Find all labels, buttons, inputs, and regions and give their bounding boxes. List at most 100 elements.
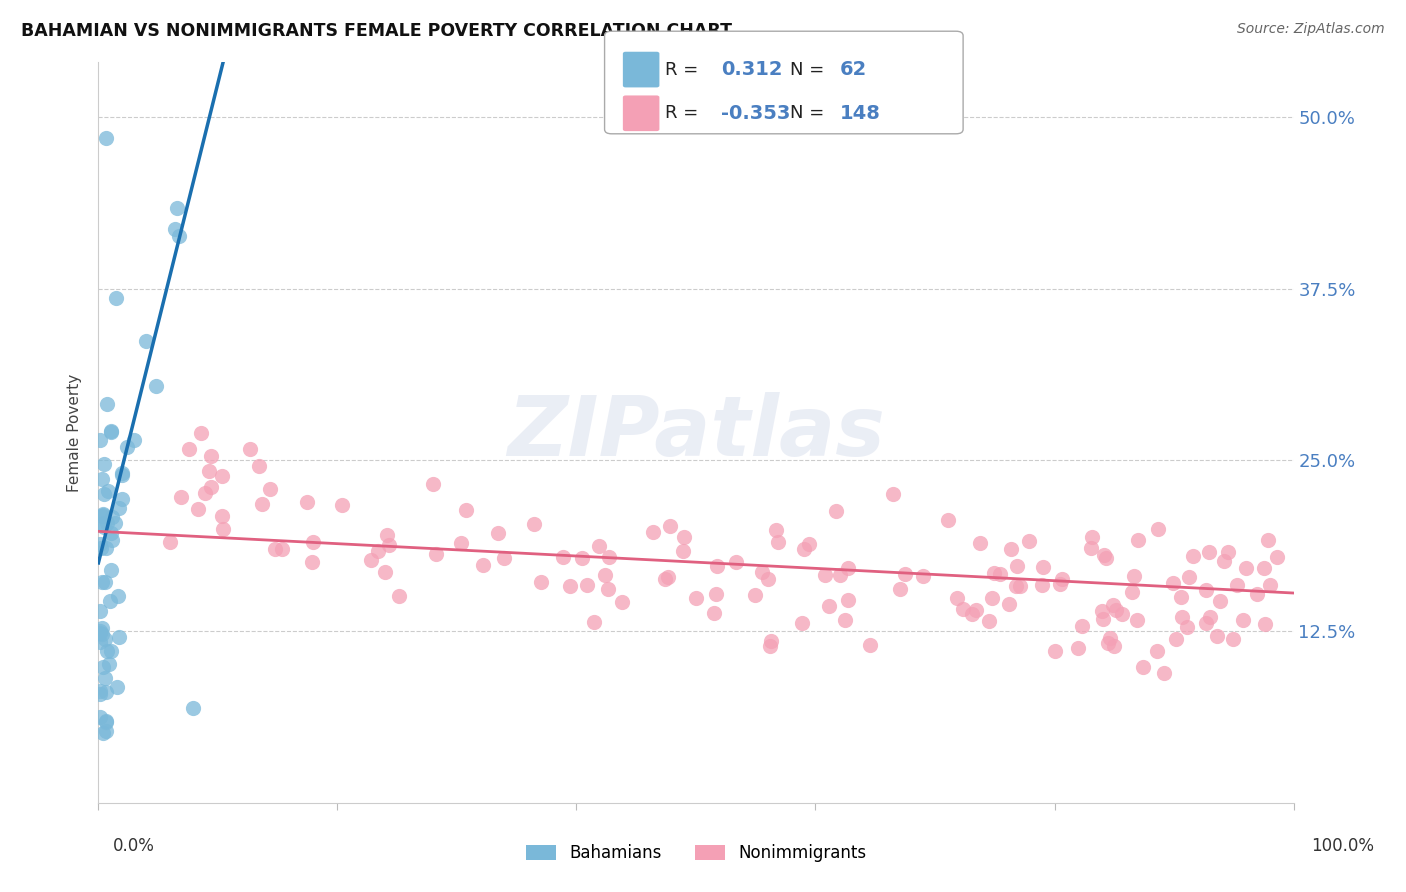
Point: [523, 517, 546, 532]
Point: [486, 525, 509, 540]
Point: [724, 555, 747, 569]
Point: [96, 714, 118, 729]
Point: [983, 566, 1005, 581]
Point: [425, 547, 447, 561]
Point: [1097, 636, 1119, 650]
Point: [93, 457, 115, 471]
Point: [571, 551, 593, 566]
Point: [200, 480, 222, 494]
Point: [837, 561, 859, 575]
Point: [1095, 551, 1118, 566]
Point: [264, 542, 287, 557]
Point: [96, 724, 118, 739]
Point: [94, 131, 117, 145]
Point: [97, 483, 120, 498]
Point: [1218, 545, 1240, 559]
Point: [97, 657, 120, 671]
Point: [93, 520, 115, 534]
Point: [1258, 578, 1281, 592]
Point: [1257, 533, 1279, 548]
Point: [1102, 599, 1125, 613]
Point: [1175, 620, 1198, 634]
Point: [612, 595, 634, 609]
Point: [1121, 584, 1143, 599]
Point: [111, 467, 134, 482]
Point: [1246, 587, 1268, 601]
Point: [1111, 607, 1133, 622]
Point: [1153, 665, 1175, 680]
Point: [1050, 572, 1073, 586]
Point: [89, 433, 111, 447]
Point: [793, 541, 815, 556]
Point: [89, 683, 111, 698]
Point: [530, 574, 553, 589]
Point: [837, 593, 859, 607]
Point: [108, 631, 131, 645]
Point: [766, 534, 789, 549]
Text: N =: N =: [790, 104, 830, 122]
Point: [100, 526, 122, 541]
Point: [100, 644, 122, 658]
Point: [212, 522, 235, 536]
Point: [834, 613, 856, 627]
Point: [115, 440, 138, 454]
Point: [979, 614, 1001, 628]
Point: [105, 681, 128, 695]
Point: [108, 500, 131, 515]
Point: [1195, 582, 1218, 597]
Point: [170, 490, 193, 504]
Point: [1122, 568, 1144, 582]
Point: [704, 586, 727, 600]
Point: [472, 558, 495, 573]
Point: [367, 544, 389, 558]
Text: 62: 62: [839, 60, 866, 79]
Point: [1222, 632, 1244, 647]
Point: [89, 626, 111, 640]
Point: [89, 537, 111, 551]
Point: [1232, 613, 1254, 627]
Point: [270, 542, 292, 557]
Point: [198, 464, 221, 478]
Point: [177, 442, 200, 456]
Point: [94, 714, 117, 729]
Point: [301, 555, 323, 569]
Point: [1164, 632, 1187, 646]
Point: [1005, 559, 1028, 574]
Point: [96, 397, 118, 411]
Point: [1254, 617, 1277, 632]
Point: [211, 508, 233, 523]
Point: [1031, 578, 1053, 592]
Point: [1132, 660, 1154, 674]
Point: [375, 527, 398, 541]
Point: [703, 606, 725, 620]
Point: [1098, 631, 1121, 645]
Point: [100, 564, 122, 578]
Point: [122, 433, 145, 447]
Point: [1018, 533, 1040, 548]
Point: [90, 541, 112, 555]
Point: [1005, 579, 1028, 593]
Point: [706, 558, 728, 573]
Point: [946, 591, 969, 605]
Point: [797, 537, 820, 551]
Point: [91, 621, 114, 635]
Point: [1234, 561, 1257, 575]
Point: [166, 201, 188, 215]
Point: [98, 594, 121, 608]
Text: -0.353: -0.353: [721, 103, 790, 123]
Point: [1067, 641, 1090, 656]
Point: [91, 507, 114, 521]
Point: [598, 582, 620, 597]
Point: [1267, 550, 1289, 565]
Point: [259, 482, 281, 496]
Point: [551, 549, 574, 564]
Point: [672, 544, 695, 558]
Point: [1081, 531, 1104, 545]
Point: [588, 539, 610, 553]
Point: [159, 534, 181, 549]
Point: [252, 497, 274, 511]
Point: [89, 710, 111, 724]
Point: [167, 229, 190, 244]
Point: [89, 688, 111, 702]
Point: [107, 589, 129, 603]
